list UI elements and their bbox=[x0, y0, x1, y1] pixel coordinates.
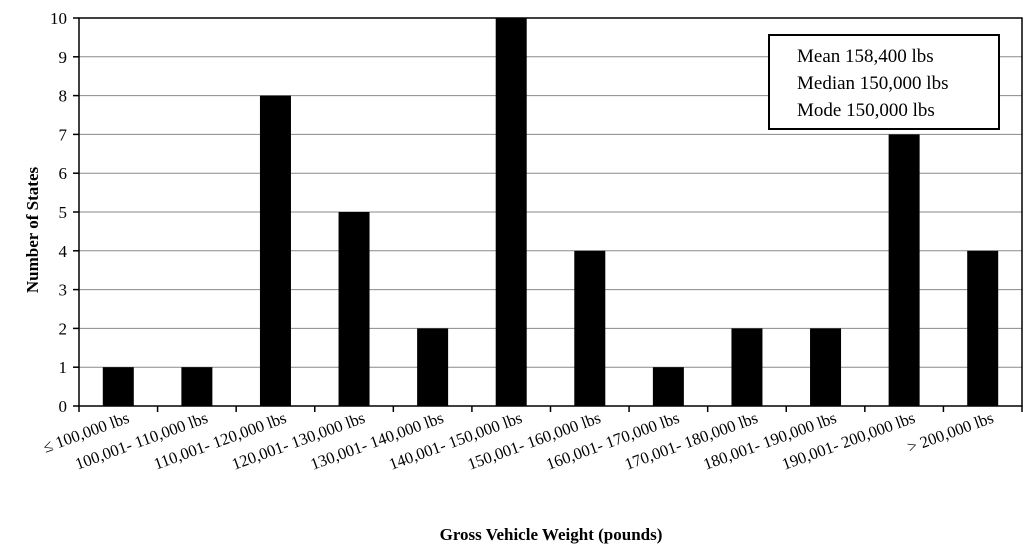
y-axis-title: Number of States bbox=[23, 167, 42, 294]
bar bbox=[417, 328, 449, 406]
bar bbox=[888, 134, 920, 406]
y-tick-label: 10 bbox=[50, 9, 67, 28]
stats-median: Median 150,000 lbs bbox=[797, 73, 948, 94]
y-tick-label: 2 bbox=[59, 319, 68, 338]
bar bbox=[810, 328, 842, 406]
y-tick-label: 0 bbox=[59, 397, 68, 416]
bar bbox=[495, 18, 527, 406]
y-tick-label: 4 bbox=[59, 242, 68, 261]
y-tick-labels: 0 1 2 3 4 5 6 7 8 9 10 bbox=[50, 9, 68, 416]
bar bbox=[652, 367, 684, 406]
bar bbox=[574, 250, 606, 406]
bars bbox=[102, 18, 999, 406]
y-tick-label: 1 bbox=[59, 358, 68, 377]
y-tick-label: 3 bbox=[59, 281, 68, 300]
bar bbox=[102, 367, 134, 406]
y-tick-label: 5 bbox=[59, 203, 68, 222]
y-tick-label: 6 bbox=[59, 164, 68, 183]
y-tick-label: 9 bbox=[59, 48, 68, 67]
bar bbox=[967, 250, 999, 406]
stats-annotation-box: Mean 158,400 lbs Median 150,000 lbs Mode… bbox=[768, 34, 1000, 130]
x-axis-title: Gross Vehicle Weight (pounds) bbox=[440, 525, 663, 544]
stats-mode: Mode 150,000 lbs bbox=[797, 100, 935, 121]
plot-frame bbox=[73, 17, 1023, 412]
stats-mean: Mean 158,400 lbs bbox=[797, 46, 934, 67]
bar bbox=[181, 367, 213, 406]
x-tick-label: > 200,000 lbs bbox=[905, 408, 996, 457]
y-tick-label: 8 bbox=[59, 87, 68, 106]
y-tick-label: 7 bbox=[59, 125, 68, 144]
bar bbox=[259, 95, 291, 406]
bar bbox=[731, 328, 763, 406]
x-tick-label: 190,001- 200,000 lbs bbox=[779, 408, 917, 474]
bar bbox=[338, 212, 370, 406]
